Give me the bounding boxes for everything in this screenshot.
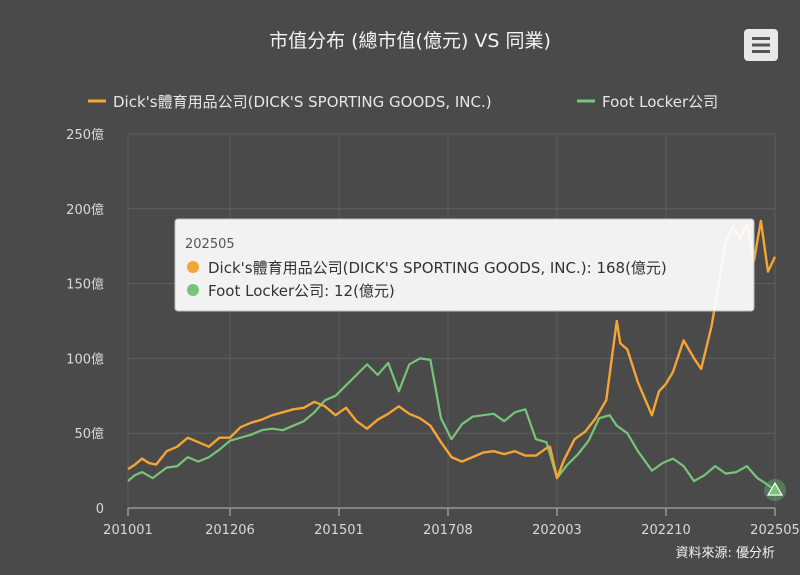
tooltip-box <box>174 218 755 312</box>
hover-marker-point <box>766 481 784 496</box>
legend: Dick's體育用品公司(DICK'S SPORTING GOODS, INC.… <box>88 93 718 111</box>
x-tick-label: 202003 <box>532 523 582 538</box>
x-axis-ticks: 201001 201206 201501 201708 202003 202210 2025… <box>103 508 800 538</box>
x-tick-label: 201001 <box>103 523 153 538</box>
tooltip-dot-dicks <box>187 261 199 273</box>
y-tick-label: 100億 <box>66 351 104 367</box>
hover-marker <box>764 479 786 502</box>
legend-item-dicks[interactable]: Dick's體育用品公司(DICK'S SPORTING GOODS, INC.… <box>88 93 492 111</box>
legend-label-footlocker: Foot Locker公司 <box>602 93 718 111</box>
y-tick-label: 0 <box>96 502 104 517</box>
y-tick-label: 150億 <box>66 277 104 293</box>
tooltip-dot-footlocker <box>187 284 199 296</box>
y-axis-ticks: 0 50億 100億 150億 200億 250億 <box>66 127 104 517</box>
x-tick-label: 201708 <box>423 523 473 538</box>
x-tick-label: 202505 <box>750 523 800 538</box>
grid-lines <box>127 133 776 509</box>
chart-title: 市值分布 (總市值(億元) VS 同業) <box>269 30 551 52</box>
y-tick-label: 200億 <box>66 202 104 218</box>
tooltip: 202505 Dick's體育用品公司(DICK'S SPORTING GOOD… <box>174 218 755 312</box>
chart-menu-button[interactable] <box>744 29 778 61</box>
hamburger-menu-icon[interactable] <box>752 37 770 53</box>
legend-item-footlocker[interactable]: Foot Locker公司 <box>577 93 718 111</box>
x-tick-label: 202210 <box>641 523 691 538</box>
source-note: 資料來源: 優分析 <box>675 546 775 561</box>
legend-label-dicks: Dick's體育用品公司(DICK'S SPORTING GOODS, INC.… <box>113 93 492 111</box>
series-line-dicks <box>127 219 777 480</box>
y-tick-label: 50億 <box>74 426 104 442</box>
tooltip-line-footlocker: Foot Locker公司: 12(億元) <box>208 282 395 300</box>
x-tick-label: 201501 <box>314 523 364 538</box>
series-line-footlocker <box>127 357 776 491</box>
tooltip-line-dicks: Dick's體育用品公司(DICK'S SPORTING GOODS, INC.… <box>208 259 667 277</box>
y-tick-label: 250億 <box>66 127 104 143</box>
x-tick-label: 201206 <box>205 523 255 538</box>
tooltip-header: 202505 <box>185 237 235 252</box>
